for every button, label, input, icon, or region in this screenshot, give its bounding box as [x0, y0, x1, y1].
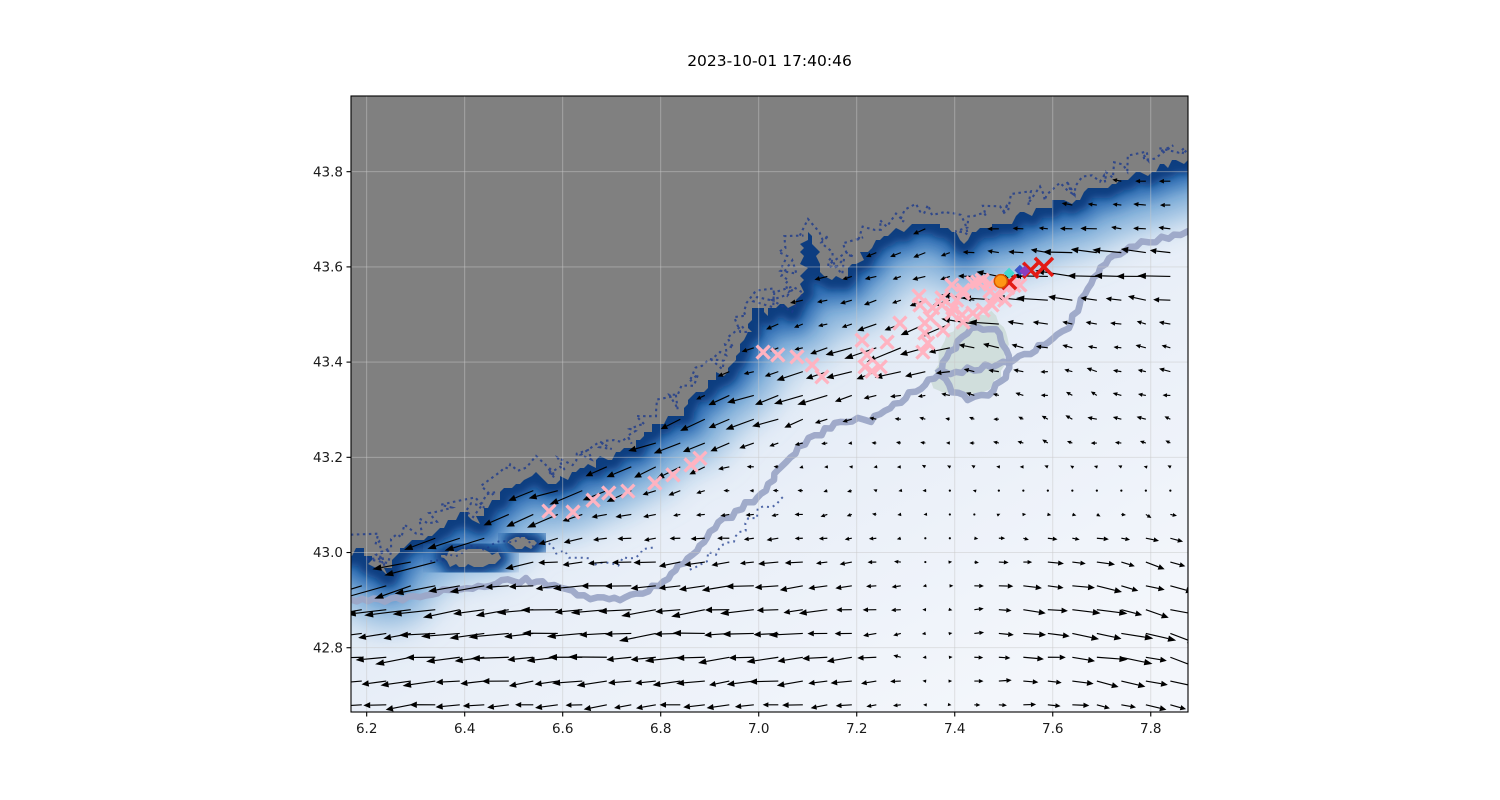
map-layers	[351, 96, 1188, 712]
cyan-diamond	[1003, 267, 1015, 279]
island	[441, 549, 501, 567]
land-mass	[351, 96, 1188, 576]
y-tick-label: 43.2	[313, 450, 343, 466]
scatter-markers	[541, 256, 1055, 520]
x-tick-label: 6.6	[552, 721, 573, 737]
x-tick-label: 6.4	[454, 721, 475, 737]
x-tick-label: 7.2	[846, 721, 867, 737]
axes-frame	[350, 95, 1189, 713]
x-tick-label: 7.0	[748, 721, 769, 737]
x-tick-label: 6.2	[356, 721, 377, 737]
island	[507, 537, 537, 549]
x-tick-label: 7.6	[1042, 721, 1063, 737]
y-tick-label: 42.8	[313, 640, 343, 656]
x-tick-label: 6.8	[650, 721, 671, 737]
dashed-contours	[351, 144, 1188, 571]
y-tick-label: 43.8	[313, 164, 343, 180]
y-tick-label: 43.0	[313, 545, 343, 561]
x-tick-label: 7.8	[1140, 721, 1161, 737]
plot-title: 2023-10-01 17:40:46	[687, 52, 852, 70]
purple-diamond	[1019, 265, 1031, 277]
y-tick-label: 43.6	[313, 259, 343, 275]
x-tick-label: 7.4	[944, 721, 965, 737]
quiver-field	[351, 178, 1188, 712]
y-tick-label: 43.4	[313, 355, 343, 371]
orange-circle	[993, 273, 1009, 289]
isobath-contour-loop	[934, 323, 1013, 404]
axis-ticks: 6.2 6.4 6.6 6.8 7.0 7.2 7.4 7.6 7.8 42.8 43.0 43.2 4…	[313, 164, 1162, 737]
isobath-contour-thick	[351, 227, 1188, 605]
